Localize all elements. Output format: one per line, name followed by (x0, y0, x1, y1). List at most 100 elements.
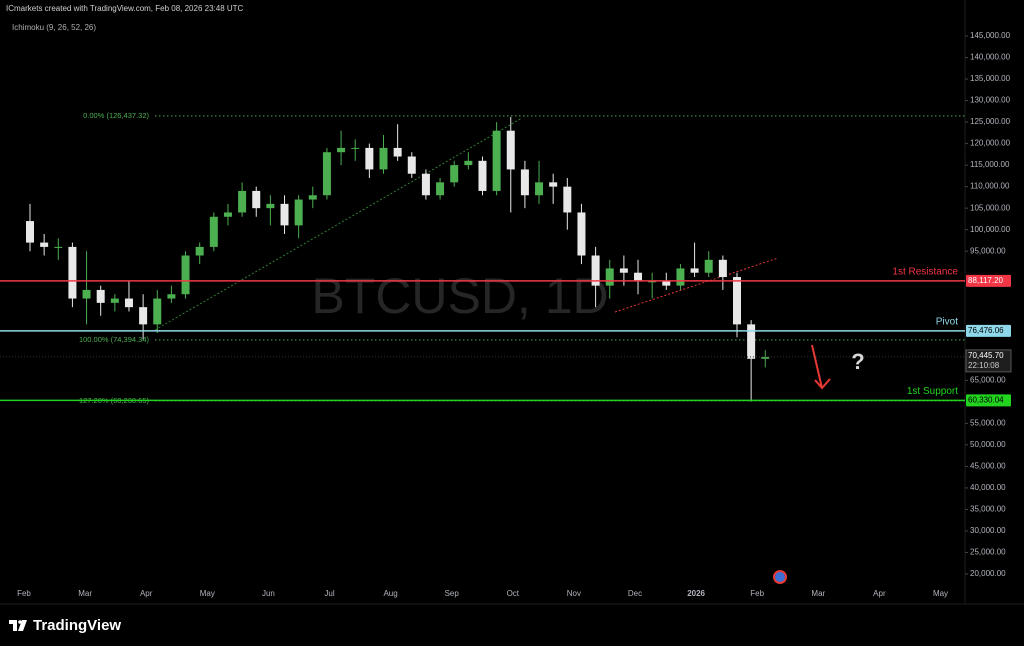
candle-body (619, 268, 628, 273)
y-tick-label: 25,000.00 (970, 548, 1006, 557)
y-tick-label: 45,000.00 (970, 462, 1006, 471)
x-tick-label: Nov (567, 589, 581, 598)
arrow (811, 344, 831, 390)
x-tick-label: 2026 (687, 589, 705, 598)
y-tick-label: 30,000.00 (970, 526, 1006, 535)
candle-body (167, 294, 176, 299)
x-tick-label: May (200, 589, 215, 598)
y-tick-label: 130,000.00 (970, 96, 1011, 105)
y-tick-label: 125,000.00 (970, 117, 1011, 126)
candle-body (436, 182, 445, 196)
candle-body (110, 298, 119, 303)
level-name: Pivot (936, 317, 958, 328)
candle-body (26, 221, 34, 243)
y-tick-label: 135,000.00 (970, 74, 1011, 83)
countdown: 22:10:08 (968, 361, 1000, 370)
x-tick-label: Sep (445, 589, 460, 598)
candle-body (591, 255, 600, 286)
level-price-box (966, 274, 1011, 287)
x-tick-label: Feb (17, 589, 31, 598)
level-price: 60,330.04 (968, 396, 1004, 405)
candle-body (676, 268, 685, 286)
level-price-box (966, 394, 1011, 407)
candle-body (379, 147, 388, 170)
candle-body (761, 356, 770, 359)
candle-body (478, 160, 487, 191)
y-tick-label: 40,000.00 (970, 483, 1006, 492)
level-name: 1st Resistance (892, 266, 958, 277)
trend-line (614, 257, 779, 313)
x-tick-label: Mar (78, 589, 92, 598)
candle-body (308, 195, 317, 200)
plot: 20,000.00 25,000.00 30,000.00 35,000.00 40,0… (0, 31, 1012, 598)
candle-body (634, 272, 643, 282)
candle-body (82, 289, 91, 299)
y-tick-label: 35,000.00 (970, 505, 1006, 514)
candle-body (322, 152, 331, 196)
candle-body (393, 147, 402, 157)
candle-body (535, 182, 544, 196)
candle-body (421, 173, 430, 196)
indicator-legend[interactable]: Ichimoku (9, 26, 52, 26) (12, 23, 96, 32)
candle-body (733, 277, 741, 325)
level-price-box (966, 324, 1011, 337)
candle-body (40, 242, 49, 247)
candle-body (280, 203, 289, 226)
candle-body (365, 147, 374, 170)
y-tick-label: 65,000.00 (970, 375, 1006, 384)
fib-label: 100.00% (74,394.34) (79, 335, 150, 344)
y-tick-label: 120,000.00 (970, 139, 1011, 148)
x-tick-label: Feb (750, 589, 764, 598)
x-tick-label: Dec (628, 589, 642, 598)
fib-label: 0.00% (126,437.32) (83, 111, 149, 120)
candle-body (648, 281, 657, 283)
y-tick-label: 20,000.00 (970, 569, 1006, 578)
trend-line (154, 117, 523, 331)
candle-body (577, 212, 586, 256)
candle-body (704, 259, 713, 273)
x-tick-label: Apr (873, 589, 886, 598)
candle-body (223, 212, 232, 217)
y-tick-label: 145,000.00 (970, 31, 1011, 40)
candle-body (690, 268, 699, 273)
candle-body (747, 324, 756, 359)
watermark: BTCUSD, 1D (311, 268, 608, 324)
candle-body (450, 165, 459, 183)
candle-body (153, 298, 162, 325)
candle-body (492, 130, 501, 191)
candle-body (464, 160, 473, 166)
x-tick-label: Jun (262, 589, 275, 598)
candle-body (563, 186, 572, 213)
candle-body (506, 130, 515, 170)
event-icon[interactable] (773, 570, 787, 584)
candle-body (718, 259, 727, 278)
y-tick-label: 50,000.00 (970, 440, 1006, 449)
candle-body (351, 147, 360, 149)
candle-body (662, 281, 671, 286)
y-tick-label: 55,000.00 (970, 418, 1006, 427)
last-price: 70,445.70 (968, 351, 1004, 360)
logo (9, 620, 27, 631)
candle-body (139, 307, 148, 325)
level-price: 88,117.20 (968, 276, 1004, 285)
candle-body (337, 147, 346, 153)
candle-body (294, 199, 303, 226)
level-name: 1st Support (907, 386, 958, 397)
x-tick-label: May (933, 589, 948, 598)
y-tick-label: 105,000.00 (970, 203, 1011, 212)
y-tick-label: 95,000.00 (970, 246, 1006, 255)
attribution: ICmarkets created with TradingView.com, … (6, 4, 244, 13)
level-price: 76,476.06 (968, 326, 1004, 335)
x-tick-label: Oct (507, 589, 520, 598)
candle-body (195, 246, 204, 256)
y-tick-label: 100,000.00 (970, 225, 1011, 234)
candle-body (252, 190, 261, 209)
brand: TradingView (33, 617, 121, 634)
x-tick-label: Aug (383, 589, 397, 598)
y-tick-label: 140,000.00 (970, 53, 1011, 62)
candle-body (181, 255, 190, 295)
candle-body (549, 182, 558, 187)
